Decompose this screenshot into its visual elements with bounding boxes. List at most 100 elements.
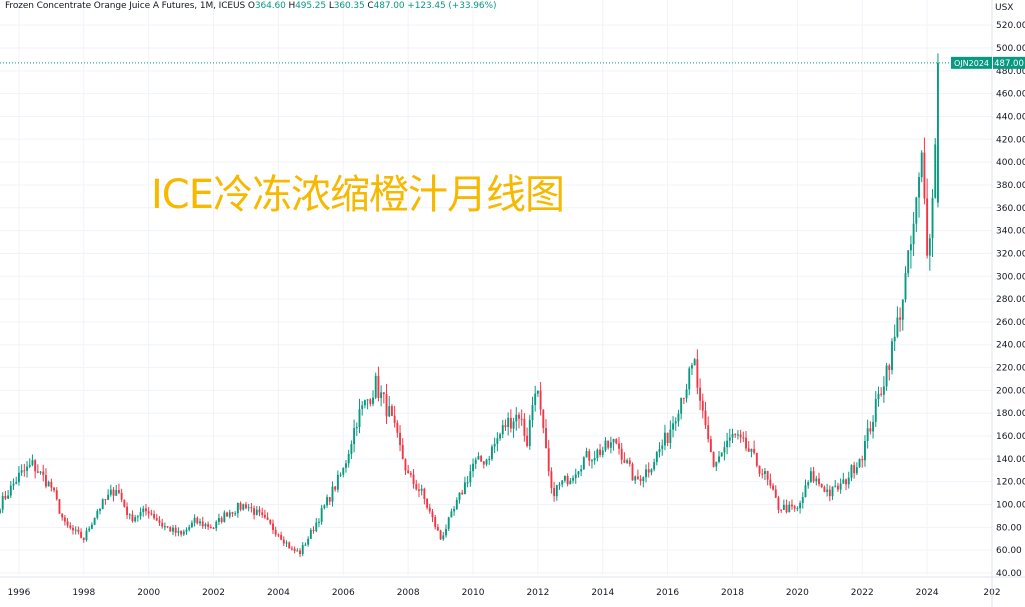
candle-body (539, 390, 542, 410)
candle-body (869, 428, 872, 432)
candle-body (501, 425, 504, 435)
candle-body (628, 460, 631, 464)
candle-body (801, 497, 804, 504)
candle-body (0, 509, 1, 513)
candle-body (874, 399, 877, 422)
candle-body (85, 530, 88, 540)
candle-body (585, 451, 588, 458)
candle-body (572, 478, 574, 481)
candle-body (361, 405, 364, 410)
candle-body (372, 397, 374, 404)
candle-body (745, 437, 747, 449)
candle-body (574, 474, 577, 479)
candle-body (518, 414, 520, 419)
candle-body (758, 465, 761, 474)
candle-body (663, 432, 666, 446)
candle-body (655, 452, 658, 463)
candle-body (926, 198, 929, 256)
candle-body (328, 497, 331, 502)
candle-body (893, 336, 896, 342)
candle-body (282, 539, 285, 544)
candle-body (731, 433, 734, 438)
candle-body (450, 511, 453, 518)
candle-body (236, 503, 239, 514)
candle-body (320, 508, 323, 522)
candle-body (515, 414, 518, 422)
candle-body (696, 359, 699, 388)
candle-body (453, 508, 456, 512)
candle-body (582, 457, 585, 470)
candle-body (99, 509, 101, 511)
candle-body (528, 419, 531, 446)
x-tick-label: 2004 (267, 588, 290, 598)
candle-body (107, 494, 110, 500)
candle-body (728, 437, 731, 441)
candle-body (96, 510, 99, 518)
candle-body (290, 548, 293, 550)
candle-body (509, 417, 512, 429)
candle-body (691, 365, 693, 369)
candle-body (866, 428, 869, 442)
currency-label[interactable]: USX (995, 3, 1014, 13)
candle-body (166, 526, 169, 528)
candle-body (839, 483, 842, 490)
candle-body (182, 531, 185, 535)
candle-body (161, 522, 164, 527)
candle-body (718, 456, 720, 462)
candle-body (701, 400, 704, 411)
candle-body (426, 499, 429, 508)
candle-body (931, 197, 934, 239)
candle-body (558, 484, 561, 486)
candle-body (545, 428, 547, 449)
candle-body (472, 463, 474, 472)
candle-body (845, 479, 847, 485)
candle-body (847, 477, 850, 485)
candle-body (12, 483, 15, 486)
candle-body (877, 393, 880, 400)
candle-body (536, 390, 539, 394)
candle-body (520, 418, 523, 420)
candle-body (374, 375, 377, 398)
candle-body (677, 413, 680, 422)
candle-body (263, 514, 266, 518)
y-tick-label: 300.00 (996, 272, 1025, 282)
candle-body (812, 471, 815, 482)
candle-body (355, 426, 358, 429)
y-tick-label: 520.00 (996, 21, 1025, 31)
candle-body (428, 507, 431, 512)
candle-body (553, 487, 556, 497)
x-tick-label: 2010 (462, 588, 485, 598)
candle-body (285, 542, 288, 544)
candle-body (136, 516, 139, 518)
candle-body (245, 504, 247, 509)
candle-body (220, 518, 223, 522)
candle-body (466, 482, 469, 484)
y-tick-label: 100.00 (996, 501, 1025, 511)
price-tag (993, 56, 1025, 69)
chart-overlay-title: ICE冷冻浓缩橙汁月线图 (151, 172, 565, 218)
candle-body (131, 514, 134, 522)
x-tick-label: 2020 (786, 588, 809, 598)
legend-change: +123.45 (+33.96%) (407, 1, 497, 11)
y-tick-label: 180.00 (996, 409, 1025, 419)
candle-body (658, 448, 661, 453)
candle-body (163, 526, 166, 528)
candle-body (55, 490, 58, 500)
candle-body (709, 439, 712, 453)
candle-body (145, 508, 147, 512)
candle-body (339, 474, 342, 476)
candle-body (864, 441, 866, 461)
y-tick-label: 500.00 (996, 44, 1025, 54)
candle-body (601, 450, 604, 455)
x-tick-label: 2022 (851, 588, 874, 598)
candle-body (117, 490, 120, 493)
candle-body (288, 542, 291, 549)
candle-body (588, 451, 591, 461)
candle-body (342, 467, 345, 475)
candle-body (420, 488, 423, 491)
y-tick-label: 80.00 (996, 523, 1022, 533)
candle-body (780, 509, 783, 511)
candle-body (185, 529, 188, 532)
candle-body (715, 461, 718, 467)
